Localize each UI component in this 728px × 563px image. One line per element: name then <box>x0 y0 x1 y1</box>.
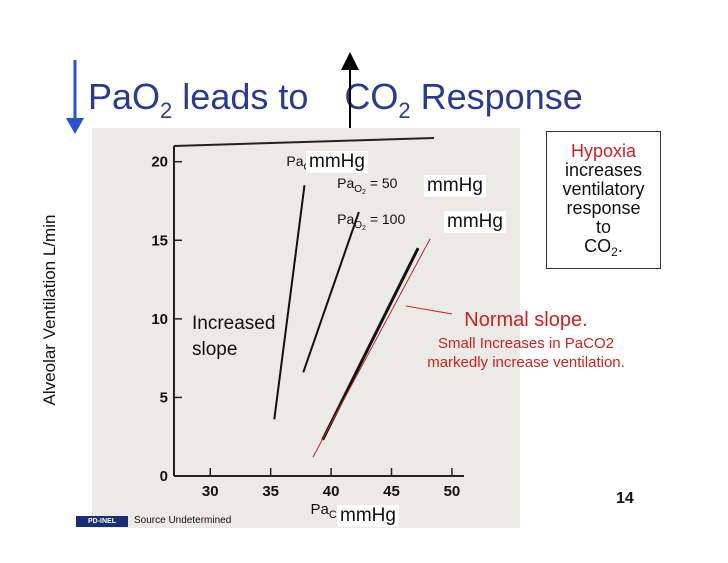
normal-slope-pointer <box>405 305 453 315</box>
hypoxia-period: . <box>617 236 623 256</box>
hypoxia-co-sub: 2 <box>611 245 618 259</box>
unit-label-35: mmHg <box>306 151 368 173</box>
series-line-3 <box>321 247 420 441</box>
y-tick-label: 0 <box>160 468 168 485</box>
hypoxia-line-6: CO2. <box>547 237 660 262</box>
title-subscript-2: 2 <box>160 98 173 123</box>
normal-slope-body: Small Increases in PaCO2 markedly increa… <box>427 335 625 371</box>
y-tick-label: 10 <box>151 311 168 328</box>
title-text-pao: PaO <box>88 76 161 117</box>
normal-slope-heading: Normal slope. <box>464 309 588 331</box>
series-line-1 <box>273 185 306 420</box>
normal-slope-note: Normal slope. Small Increases in PaCO2 m… <box>410 308 642 372</box>
hypoxia-callout-box: Hypoxia increases ventilatory response t… <box>546 131 661 269</box>
increased-slope-line-2: slope <box>192 339 238 360</box>
hypoxia-line-1: Hypoxia <box>570 141 637 161</box>
y-tick-label: 5 <box>160 389 168 406</box>
y-tick-label: 20 <box>151 154 168 171</box>
slide-title: PaO2 leads to CO2 Response <box>88 76 583 124</box>
y-tick-label: 15 <box>151 232 168 249</box>
x-tick-label: 35 <box>262 483 279 500</box>
hypoxia-line-2: increases <box>564 160 643 180</box>
x-tick-label: 50 <box>444 483 461 500</box>
down-arrow-icon <box>66 60 84 134</box>
top-frame-line <box>173 137 435 147</box>
logo-badge: PD-INEL <box>76 516 128 527</box>
hypoxia-co: CO <box>584 236 612 256</box>
x-tick-label: 30 <box>202 483 219 500</box>
increased-slope-note: Increased slope <box>190 311 278 363</box>
series-line-2 <box>302 211 360 373</box>
title-subscript-2b: 2 <box>398 98 411 123</box>
title-text-leads-to: leads to <box>172 76 319 117</box>
chart-series <box>273 185 453 458</box>
increased-slope-line-1: Increased <box>192 313 276 334</box>
title-text-response: Response <box>410 76 583 117</box>
title-text-co: CO <box>344 76 399 117</box>
hypoxia-line-4: response <box>566 198 641 218</box>
chart-axes <box>173 137 464 477</box>
series-label-2: PaO2 = 50 <box>337 175 398 196</box>
hypoxia-line-5: to <box>595 217 611 237</box>
source-label: Source Undetermined <box>134 515 232 526</box>
chart-ticks: 303540455005101520PaCO2 <box>151 154 460 523</box>
up-arrow-icon <box>341 52 359 128</box>
unit-label-x-axis: mmHg <box>337 505 399 527</box>
x-tick-label: 45 <box>383 483 400 500</box>
unit-label-100: mmHg <box>444 211 506 233</box>
hypoxia-line-3: ventilatory <box>562 179 645 199</box>
x-tick-label: 40 <box>323 483 340 500</box>
series-label-3: PaO2 = 100 <box>337 211 405 232</box>
annotation-red-line <box>312 238 431 458</box>
page-number: 14 <box>616 490 634 507</box>
y-axis-label: Alveolar Ventilation L/min <box>40 214 59 406</box>
unit-label-50: mmHg <box>424 175 486 197</box>
